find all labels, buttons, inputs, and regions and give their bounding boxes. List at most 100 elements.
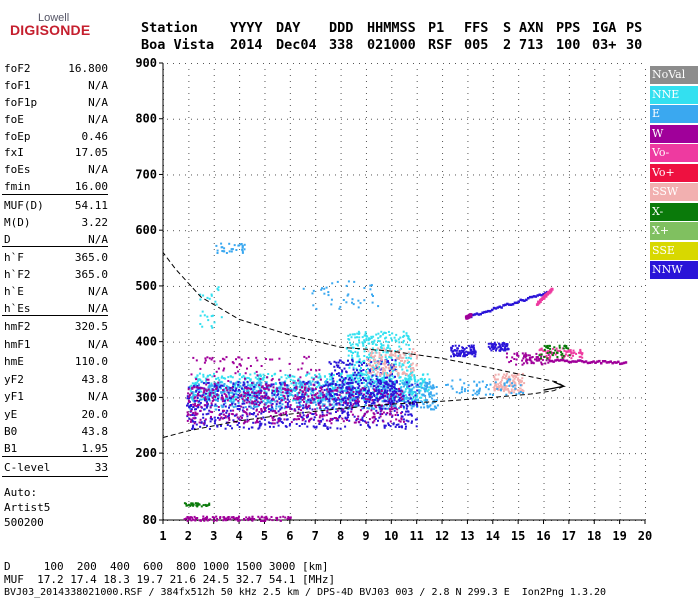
echo-point [289, 406, 292, 409]
echo-point [365, 346, 368, 349]
grid-dot [315, 393, 317, 394]
grid-dot [568, 135, 570, 136]
grid-dot [365, 279, 367, 280]
echo-point [345, 389, 348, 392]
echo-point [195, 376, 198, 379]
grid-dot [289, 297, 291, 298]
grid-dot [289, 99, 291, 100]
parameter-name: fmin [4, 180, 31, 193]
grid-dot [340, 327, 342, 328]
grid-dot [391, 243, 393, 244]
echo-point [205, 379, 208, 382]
echo-point [289, 375, 292, 378]
echo-point [338, 416, 341, 419]
grid-dot [467, 99, 469, 100]
echo-point [208, 392, 211, 395]
auto-line: Artist5 [4, 501, 51, 514]
grid-dot [315, 357, 317, 358]
parameter-name: fxI [4, 146, 24, 159]
grid-dot [264, 447, 266, 448]
grid-dot [594, 81, 596, 82]
grid-dot [213, 471, 215, 472]
echo-point [340, 400, 343, 403]
echo-point [273, 393, 276, 396]
parameter-row: MUF(D) 54.11 [4, 199, 110, 213]
grid-dot [467, 273, 469, 274]
grid-dot [281, 285, 282, 287]
grid-dot [188, 441, 190, 442]
grid-dot [645, 129, 646, 130]
echo-point [221, 375, 224, 378]
grid-dot [568, 111, 570, 112]
grid-dot [543, 435, 545, 436]
grid-dot [629, 341, 630, 343]
echo-point [302, 397, 305, 400]
grid-dot [365, 261, 367, 262]
echo-point [282, 398, 285, 401]
grid-dot [521, 453, 522, 455]
grid-dot [315, 315, 317, 316]
echo-point [248, 413, 251, 416]
echo-point [375, 364, 378, 367]
grid-dot [365, 315, 367, 316]
grid-dot [645, 339, 646, 340]
echo-point [290, 393, 293, 396]
grid-dot [213, 495, 215, 496]
grid-dot [619, 123, 621, 124]
echo-point [328, 396, 331, 399]
grid-dot [568, 297, 570, 298]
grid-dot [315, 495, 317, 496]
grid-dot [315, 297, 317, 298]
grid-dot [449, 118, 450, 120]
grid-dot [581, 341, 582, 343]
echo-point [231, 402, 234, 405]
parameter-value: N/A [88, 233, 108, 246]
echo-point [232, 384, 235, 387]
grid-dot [527, 453, 528, 455]
echo-point [412, 401, 414, 404]
echo-point [411, 390, 413, 393]
echo-point [259, 423, 262, 425]
parameter-name: h`F [4, 251, 24, 264]
header-label: IGA [592, 20, 617, 36]
echo-point [295, 388, 298, 391]
grid-dot [635, 118, 636, 120]
grid-dot [289, 261, 291, 262]
grid-dot [568, 87, 570, 88]
echo-point [382, 351, 385, 354]
grid-dot [467, 159, 469, 160]
grid-dot [568, 465, 570, 466]
grid-dot [492, 183, 494, 184]
grid-dot [365, 243, 367, 244]
grid-dot [315, 213, 317, 214]
grid-dot [365, 429, 367, 430]
echo-point [260, 395, 263, 398]
echo-point [321, 399, 324, 402]
grid-dot [416, 483, 418, 484]
echo-point [242, 400, 244, 403]
grid-dot [425, 341, 426, 343]
echo-point [326, 406, 329, 409]
grid-dot [568, 123, 570, 124]
echo-point [218, 384, 221, 387]
grid-dot [264, 123, 266, 124]
echo-point [415, 394, 418, 397]
echo-point [259, 373, 262, 376]
grid-dot [467, 357, 469, 358]
echo-point [407, 397, 410, 400]
grid-dot [629, 230, 630, 232]
grid-dot [569, 174, 570, 176]
grid-dot [543, 195, 545, 196]
echo-point [363, 399, 366, 402]
grid-dot [239, 225, 241, 226]
echo-point [405, 400, 408, 403]
grid-dot [365, 249, 367, 250]
grid-dot [315, 363, 317, 364]
grid-dot [289, 285, 291, 286]
grid-dot [551, 118, 552, 120]
echo-point [262, 416, 265, 419]
grid-dot [543, 123, 545, 124]
grid-dot [264, 69, 266, 70]
echo-point [335, 411, 337, 413]
grid-dot [365, 417, 367, 418]
